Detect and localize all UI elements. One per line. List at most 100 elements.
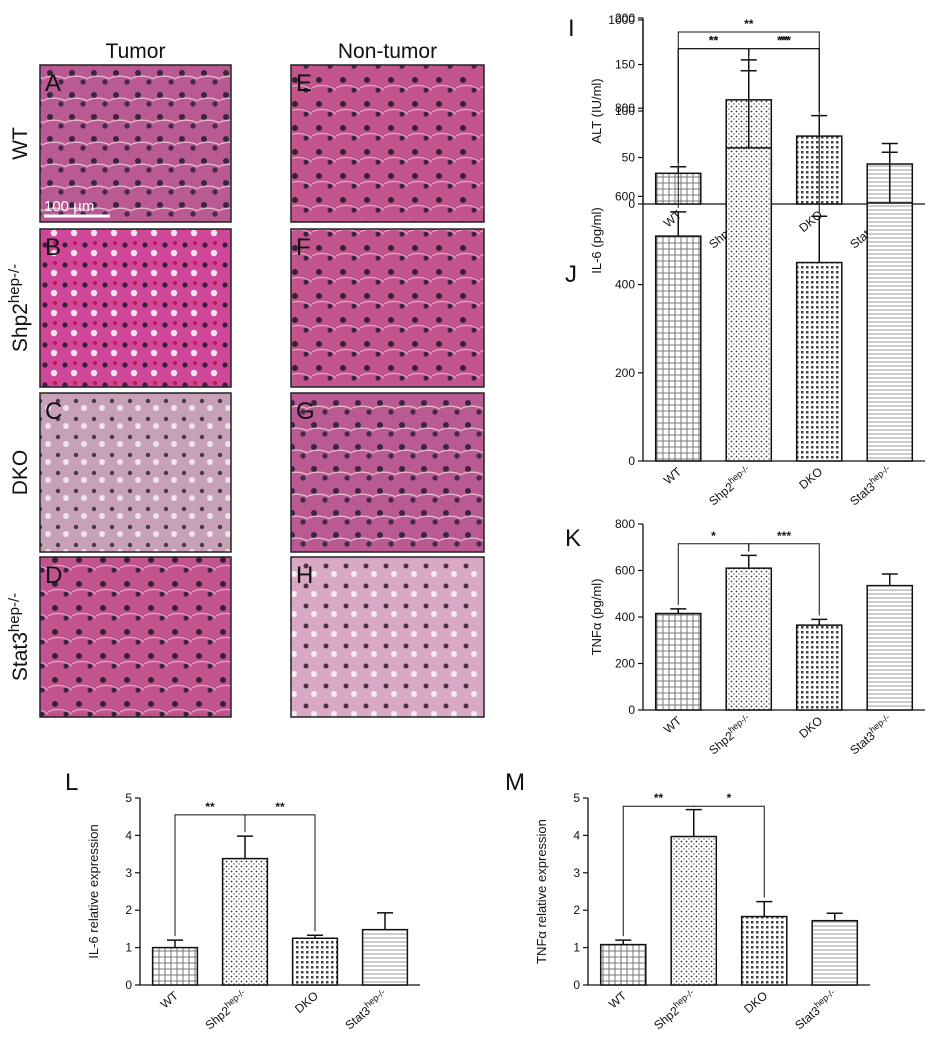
x-tick-label: Stat3hep-/-	[791, 987, 841, 1032]
category-name: WT	[661, 713, 685, 736]
bar-chart: JIL-6 (pg/ml)02004006008001000WTShp2hep-…	[565, 13, 925, 508]
bar	[221, 857, 269, 986]
panel-letter: E	[296, 70, 312, 97]
scale-bar-label: 100 µm	[44, 198, 94, 215]
panel-letter: A	[45, 70, 61, 97]
panel-letter: I	[568, 15, 575, 42]
y-tick-label: 50	[622, 151, 636, 165]
row-label-base: WT	[9, 127, 32, 160]
bar	[151, 946, 199, 986]
category-name: DKO	[796, 465, 825, 492]
row-label: DKO	[9, 450, 32, 496]
x-tick-label: WT	[606, 988, 630, 1011]
y-tick-label: 150	[615, 58, 635, 72]
y-tick-label: 600	[615, 189, 635, 203]
x-tick-label: WT	[661, 207, 685, 230]
category-name: WT	[661, 464, 685, 487]
y-tick-label: 1	[573, 941, 580, 955]
y-axis-label: TNFα relative expression	[534, 819, 549, 964]
y-tick-label: 4	[125, 828, 132, 842]
tissue-image	[290, 392, 485, 553]
tissue-image	[290, 556, 485, 718]
y-tick-label: 800	[615, 517, 635, 531]
tissue-image	[39, 556, 232, 718]
y-tick-label: 4	[573, 828, 580, 842]
significance-label: **	[709, 34, 719, 48]
panel-letter: H	[296, 562, 313, 589]
y-tick-label: 0	[628, 703, 635, 717]
y-tick-label: 0	[628, 454, 635, 468]
tissue-image	[290, 64, 485, 223]
significance-label: **	[275, 800, 285, 814]
significance-bracket	[748, 48, 820, 213]
significance-label: **	[654, 791, 664, 805]
x-tick-label: DKO	[796, 465, 825, 492]
tissue-image	[39, 392, 232, 553]
panel-letter: J	[565, 261, 577, 288]
x-tick-label: Shp2hep-/-	[705, 463, 755, 508]
y-tick-label: 5	[573, 791, 580, 805]
y-tick-label: 3	[125, 866, 132, 880]
bar	[811, 919, 859, 986]
y-axis-label: TNFα (pg/ml)	[589, 579, 604, 656]
x-tick-label: Shp2hep-/-	[201, 987, 251, 1032]
bar	[670, 835, 718, 986]
row-label-base: DKO	[9, 450, 32, 496]
category-superscript: hep-/-	[671, 987, 695, 1010]
panel-letter: B	[45, 234, 61, 261]
bar	[795, 624, 843, 711]
panel-letter: C	[45, 398, 62, 425]
row-label: Stat3hep-/-	[6, 593, 33, 681]
bar	[654, 612, 702, 711]
bar-chart: K TNFα (pg/ml) 0 200 400 600 800 WT Shp2hep-/- DK…	[565, 517, 925, 757]
category-name: WT	[661, 207, 685, 230]
bar	[795, 261, 843, 462]
y-tick-label: 3	[573, 866, 580, 880]
bar	[866, 584, 914, 711]
row-label: Shp2hep-/-	[6, 264, 33, 352]
x-tick-label: WT	[661, 464, 685, 487]
y-tick-label: 200	[615, 366, 635, 380]
y-tick-label: 1	[125, 941, 132, 955]
y-tick-label: 600	[615, 564, 635, 578]
bar-chart: L IL-6 relative expression 0 1 2 3 4 5 WT Shp2hep…	[65, 769, 420, 1032]
tissue-image	[39, 228, 232, 388]
significance-label: **	[744, 17, 754, 31]
significance-label: **	[709, 34, 719, 48]
category-superscript: hep-/-	[726, 712, 750, 735]
panel-letter: M	[505, 769, 525, 796]
x-tick-label: Stat3hep-/-	[846, 712, 896, 757]
column-header: Non-tumor	[338, 40, 437, 63]
category-superscript: hep-/-	[867, 712, 891, 735]
x-tick-label: Stat3hep-/-	[846, 463, 896, 508]
row-label-base: Stat3	[9, 632, 32, 681]
panel-letter: K	[565, 525, 581, 552]
y-tick-label: 0	[125, 978, 132, 992]
category-name: DKO	[741, 989, 770, 1016]
y-tick-label: 5	[125, 791, 132, 805]
bar	[740, 915, 788, 986]
significance-label: ***	[777, 34, 791, 48]
y-tick-label: 0	[628, 197, 635, 211]
panel-letter: D	[45, 562, 62, 589]
bar	[725, 567, 773, 711]
y-tick-label: 2	[125, 903, 132, 917]
column-header: Tumor	[106, 40, 166, 63]
category-name: DKO	[796, 714, 825, 741]
category-name: DKO	[796, 208, 825, 235]
y-tick-label: 2	[573, 903, 580, 917]
x-tick-label: Stat3hep-/-	[341, 987, 391, 1032]
category-superscript: hep-/-	[812, 987, 836, 1010]
panel-letter: G	[296, 398, 315, 425]
category-superscript: hep-/-	[223, 987, 247, 1010]
panel-letter: L	[65, 769, 78, 796]
y-tick-label: 400	[615, 610, 635, 624]
x-tick-label: WT	[661, 713, 685, 736]
x-tick-label: DKO	[741, 989, 770, 1016]
row-label-sup: hep-/-	[6, 593, 23, 632]
y-axis-label: IL-6 (pg/ml)	[589, 207, 604, 273]
y-tick-label: 800	[615, 101, 635, 115]
significance-bracket	[748, 543, 820, 616]
category-superscript: hep-/-	[363, 987, 387, 1010]
